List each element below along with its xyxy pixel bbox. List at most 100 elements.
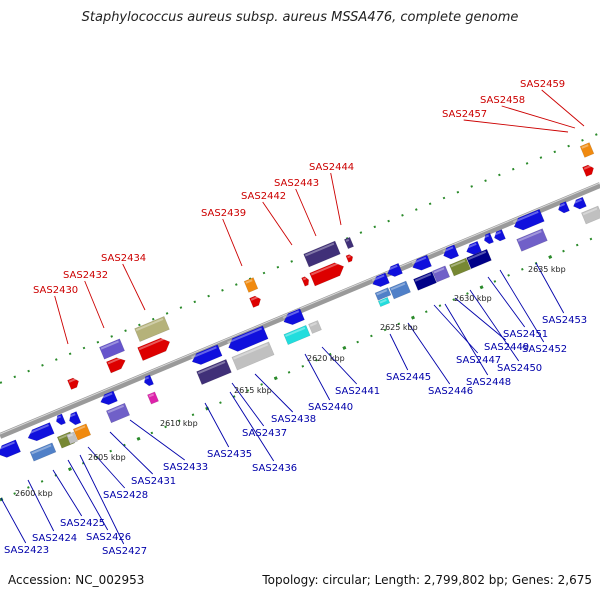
gene-label-sas2457[interactable]: SAS2457 — [442, 109, 487, 120]
scale-label: 2615 kbp — [234, 386, 272, 395]
gene-glyph-36[interactable] — [389, 280, 411, 300]
gene-label-sas2445[interactable]: SAS2445 — [386, 372, 431, 383]
gene-glyph-46[interactable] — [492, 229, 506, 242]
gene-label-sas2430[interactable]: SAS2430 — [33, 285, 78, 296]
gene-glyph-12[interactable] — [579, 142, 595, 158]
gene-glyph-41[interactable] — [441, 244, 460, 261]
label-leader-line — [67, 459, 109, 531]
gene-glyph-39[interactable] — [413, 271, 437, 291]
label-leader-line — [535, 262, 565, 314]
gene-label-sas2436[interactable]: SAS2436 — [252, 463, 297, 474]
gene-glyph-14[interactable] — [0, 439, 21, 460]
gene-glyph-35[interactable] — [377, 296, 391, 308]
gene-label-sas2423[interactable]: SAS2423 — [4, 545, 49, 556]
gene-glyph-33[interactable] — [371, 272, 390, 289]
gene-glyph-23[interactable] — [105, 402, 131, 424]
gene-glyph-16[interactable] — [29, 442, 57, 462]
gene-glyph-3[interactable] — [134, 316, 170, 342]
scale-labels: 2600 kbp 2605 kbp 2610 kbp 2615 kbp 2620 kbp… — [15, 265, 566, 498]
gene-label-sas2424[interactable]: SAS2424 — [32, 533, 77, 544]
gene-label-sas2441[interactable]: SAS2441 — [335, 386, 380, 397]
gene-label-sas2450[interactable]: SAS2450 — [497, 363, 542, 374]
gene-glyph-37[interactable] — [385, 262, 403, 279]
gene-label-sas2434[interactable]: SAS2434 — [101, 253, 146, 264]
gene-label-sas2433[interactable]: SAS2433 — [163, 462, 208, 473]
gene-label-sas2438[interactable]: SAS2438 — [271, 414, 316, 425]
gene-glyph-9[interactable] — [301, 276, 311, 287]
gene-glyph-50[interactable] — [572, 196, 587, 211]
gene-glyph-11[interactable] — [345, 254, 354, 263]
gene-glyph-34[interactable] — [374, 287, 392, 301]
gene-glyph-40[interactable] — [431, 265, 451, 283]
label-leader-line — [444, 303, 489, 376]
gene-label-sas2427[interactable]: SAS2427 — [102, 546, 147, 557]
gene-label-leaders — [0, 89, 585, 545]
gene-glyph-20[interactable] — [66, 431, 78, 445]
gene-glyph-2[interactable] — [106, 355, 127, 374]
gene-glyph-47[interactable] — [512, 208, 545, 233]
gene-glyph-26[interactable] — [190, 344, 223, 368]
gene-glyph-38[interactable] — [410, 254, 432, 273]
gene-glyph-44[interactable] — [466, 248, 492, 270]
gene-label-sas2443[interactable]: SAS2443 — [274, 178, 319, 189]
gene-glyph-19[interactable] — [67, 411, 82, 427]
gene-glyph-31[interactable] — [283, 324, 311, 346]
gene-label-sas2439[interactable]: SAS2439 — [201, 208, 246, 219]
gene-label-sas2452[interactable]: SAS2452 — [522, 344, 567, 355]
gene-glyph-6[interactable] — [249, 294, 262, 308]
gene-label-sas2440[interactable]: SAS2440 — [308, 402, 353, 413]
scale-label: 2630 kbp — [454, 294, 492, 303]
gene-glyph-24[interactable] — [142, 374, 154, 387]
gene-label-sas2451[interactable]: SAS2451 — [503, 329, 548, 340]
gene-glyph-10[interactable] — [343, 236, 355, 250]
gene-label-sas2425[interactable]: SAS2425 — [60, 518, 105, 529]
gene-glyph-51[interactable] — [581, 205, 600, 225]
gene-glyph-48[interactable] — [516, 228, 548, 252]
gene-glyph-8[interactable] — [309, 260, 347, 287]
gene-label-sas2459[interactable]: SAS2459 — [520, 79, 565, 90]
gene-label-sas2448[interactable]: SAS2448 — [466, 377, 511, 388]
gene-label-sas2458[interactable]: SAS2458 — [480, 95, 525, 106]
gene-glyph-17[interactable] — [54, 413, 66, 426]
label-leader-line — [54, 295, 69, 345]
gene-glyph-27[interactable] — [196, 359, 232, 385]
label-leader-line — [52, 469, 83, 517]
gene-glyph-43[interactable] — [464, 240, 482, 257]
gene-glyph-45[interactable] — [482, 232, 494, 245]
gene-glyph-1[interactable] — [99, 338, 125, 360]
gene-glyph-7[interactable] — [303, 240, 341, 268]
gene-glyph-32[interactable] — [308, 320, 322, 334]
gene-label-sas2432[interactable]: SAS2432 — [63, 270, 108, 281]
label-leader-line — [204, 402, 230, 448]
label-leader-line — [109, 431, 154, 475]
gene-glyph-21[interactable] — [72, 423, 92, 441]
gene-glyph-29[interactable] — [231, 341, 275, 371]
gene-label-sas2444[interactable]: SAS2444 — [309, 162, 354, 173]
gene-glyph-30[interactable] — [281, 308, 305, 328]
gene-glyph-49[interactable] — [556, 201, 570, 214]
gene-label-sas2447[interactable]: SAS2447 — [456, 355, 501, 366]
gene-glyph-15[interactable] — [26, 422, 55, 443]
gene-label-sas2426[interactable]: SAS2426 — [86, 532, 131, 543]
gene-glyph-25[interactable] — [147, 391, 159, 405]
gene-glyph-28[interactable] — [226, 325, 269, 354]
gene-label-sas2446[interactable]: SAS2446 — [428, 386, 473, 397]
label-leader-line — [304, 353, 331, 401]
gene-label-sas2431[interactable]: SAS2431 — [131, 476, 176, 487]
gene-labels: SAS2430 SAS2432 SAS2434 SAS2439 SAS2442 SAS24… — [4, 79, 587, 557]
gene-label-sas2437[interactable]: SAS2437 — [242, 428, 287, 439]
label-leader-line — [389, 333, 409, 371]
gene-glyph-5[interactable] — [243, 277, 259, 293]
gene-glyph-4[interactable] — [137, 335, 173, 361]
label-leader-line — [541, 89, 585, 127]
gene-glyph-22[interactable] — [99, 390, 118, 407]
gene-label-sas2449[interactable]: SAS2449 — [484, 342, 529, 353]
gene-label-sas2435[interactable]: SAS2435 — [207, 449, 252, 460]
gene-label-sas2428[interactable]: SAS2428 — [103, 490, 148, 501]
gene-glyph-13[interactable] — [582, 163, 595, 177]
gene-glyph-0[interactable] — [67, 376, 80, 390]
gene-glyph-42[interactable] — [449, 257, 471, 277]
gene-label-sas2453[interactable]: SAS2453 — [542, 315, 587, 326]
gene-label-sas2442[interactable]: SAS2442 — [241, 191, 286, 202]
